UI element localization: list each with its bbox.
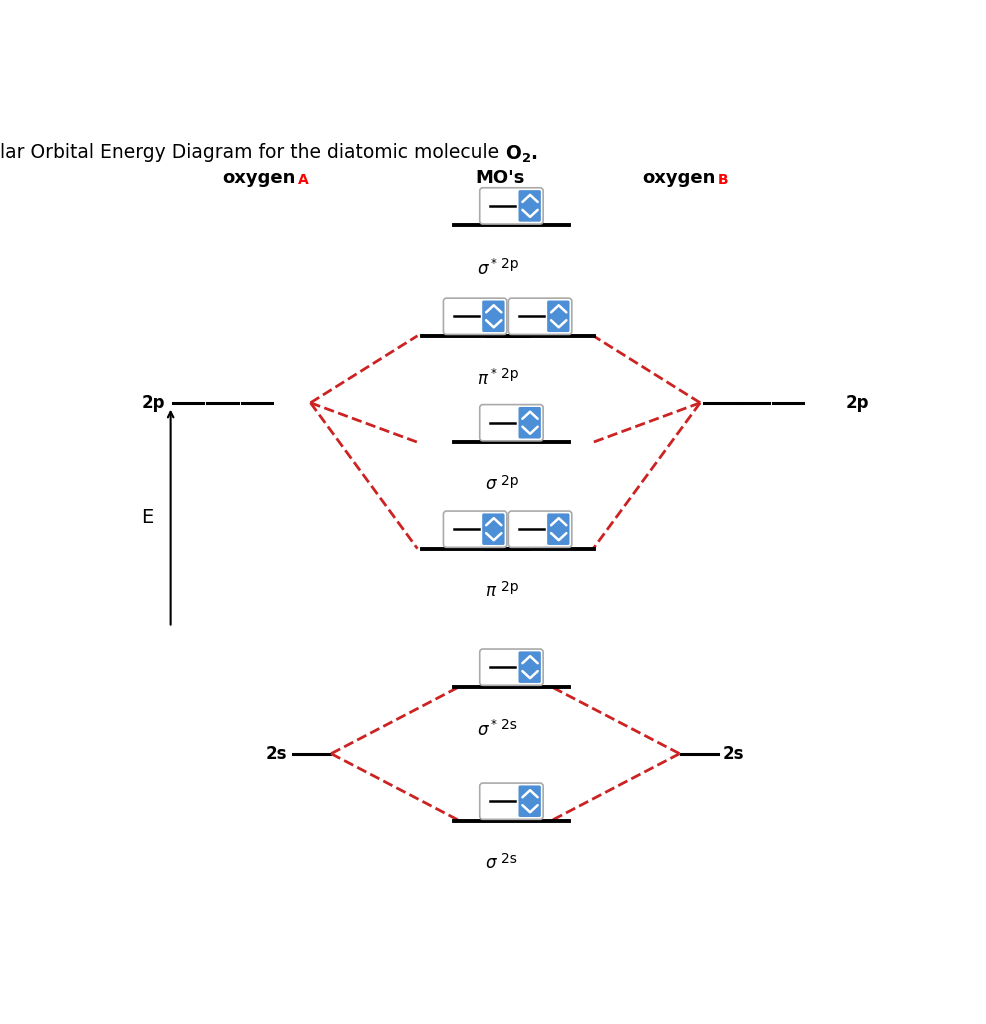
FancyBboxPatch shape bbox=[482, 300, 505, 332]
Text: $\mathbf{O_2}$.: $\mathbf{O_2}$. bbox=[505, 143, 538, 165]
FancyBboxPatch shape bbox=[509, 511, 572, 547]
Text: 2p: 2p bbox=[142, 394, 166, 412]
FancyBboxPatch shape bbox=[547, 300, 570, 332]
Text: A: A bbox=[298, 173, 309, 186]
FancyBboxPatch shape bbox=[480, 187, 543, 224]
FancyBboxPatch shape bbox=[547, 513, 570, 545]
Text: oxygen: oxygen bbox=[642, 169, 716, 187]
Text: 2s: 2s bbox=[501, 852, 517, 866]
Text: 2p: 2p bbox=[501, 368, 519, 381]
FancyBboxPatch shape bbox=[519, 785, 541, 817]
FancyBboxPatch shape bbox=[480, 404, 543, 441]
Text: 2s: 2s bbox=[723, 744, 744, 763]
FancyBboxPatch shape bbox=[519, 190, 541, 221]
FancyBboxPatch shape bbox=[444, 511, 507, 547]
Text: E: E bbox=[142, 508, 154, 526]
FancyBboxPatch shape bbox=[519, 407, 541, 438]
FancyBboxPatch shape bbox=[482, 513, 505, 545]
Text: $\sigma^*$: $\sigma^*$ bbox=[476, 720, 498, 740]
Text: 2p: 2p bbox=[501, 581, 519, 594]
Text: $\sigma$: $\sigma$ bbox=[485, 854, 498, 871]
Text: 2p: 2p bbox=[845, 394, 869, 412]
Text: $\pi$: $\pi$ bbox=[485, 582, 498, 600]
FancyBboxPatch shape bbox=[480, 649, 543, 685]
FancyBboxPatch shape bbox=[444, 298, 507, 335]
Text: 2p: 2p bbox=[501, 257, 519, 271]
Text: 2s: 2s bbox=[501, 718, 517, 732]
Text: $\pi^*$: $\pi^*$ bbox=[477, 369, 498, 389]
Text: oxygen: oxygen bbox=[222, 169, 295, 187]
FancyBboxPatch shape bbox=[519, 651, 541, 683]
FancyBboxPatch shape bbox=[480, 783, 543, 819]
Text: Fill in the Molecular Orbital Energy Diagram for the diatomic molecule: Fill in the Molecular Orbital Energy Dia… bbox=[0, 143, 505, 163]
Text: $\sigma^*$: $\sigma^*$ bbox=[476, 258, 498, 279]
Text: $\sigma$: $\sigma$ bbox=[485, 475, 498, 494]
FancyBboxPatch shape bbox=[509, 298, 572, 335]
Text: 2p: 2p bbox=[501, 474, 519, 487]
Text: B: B bbox=[718, 173, 729, 186]
Text: MO's: MO's bbox=[475, 169, 525, 187]
Text: 2s: 2s bbox=[266, 744, 288, 763]
